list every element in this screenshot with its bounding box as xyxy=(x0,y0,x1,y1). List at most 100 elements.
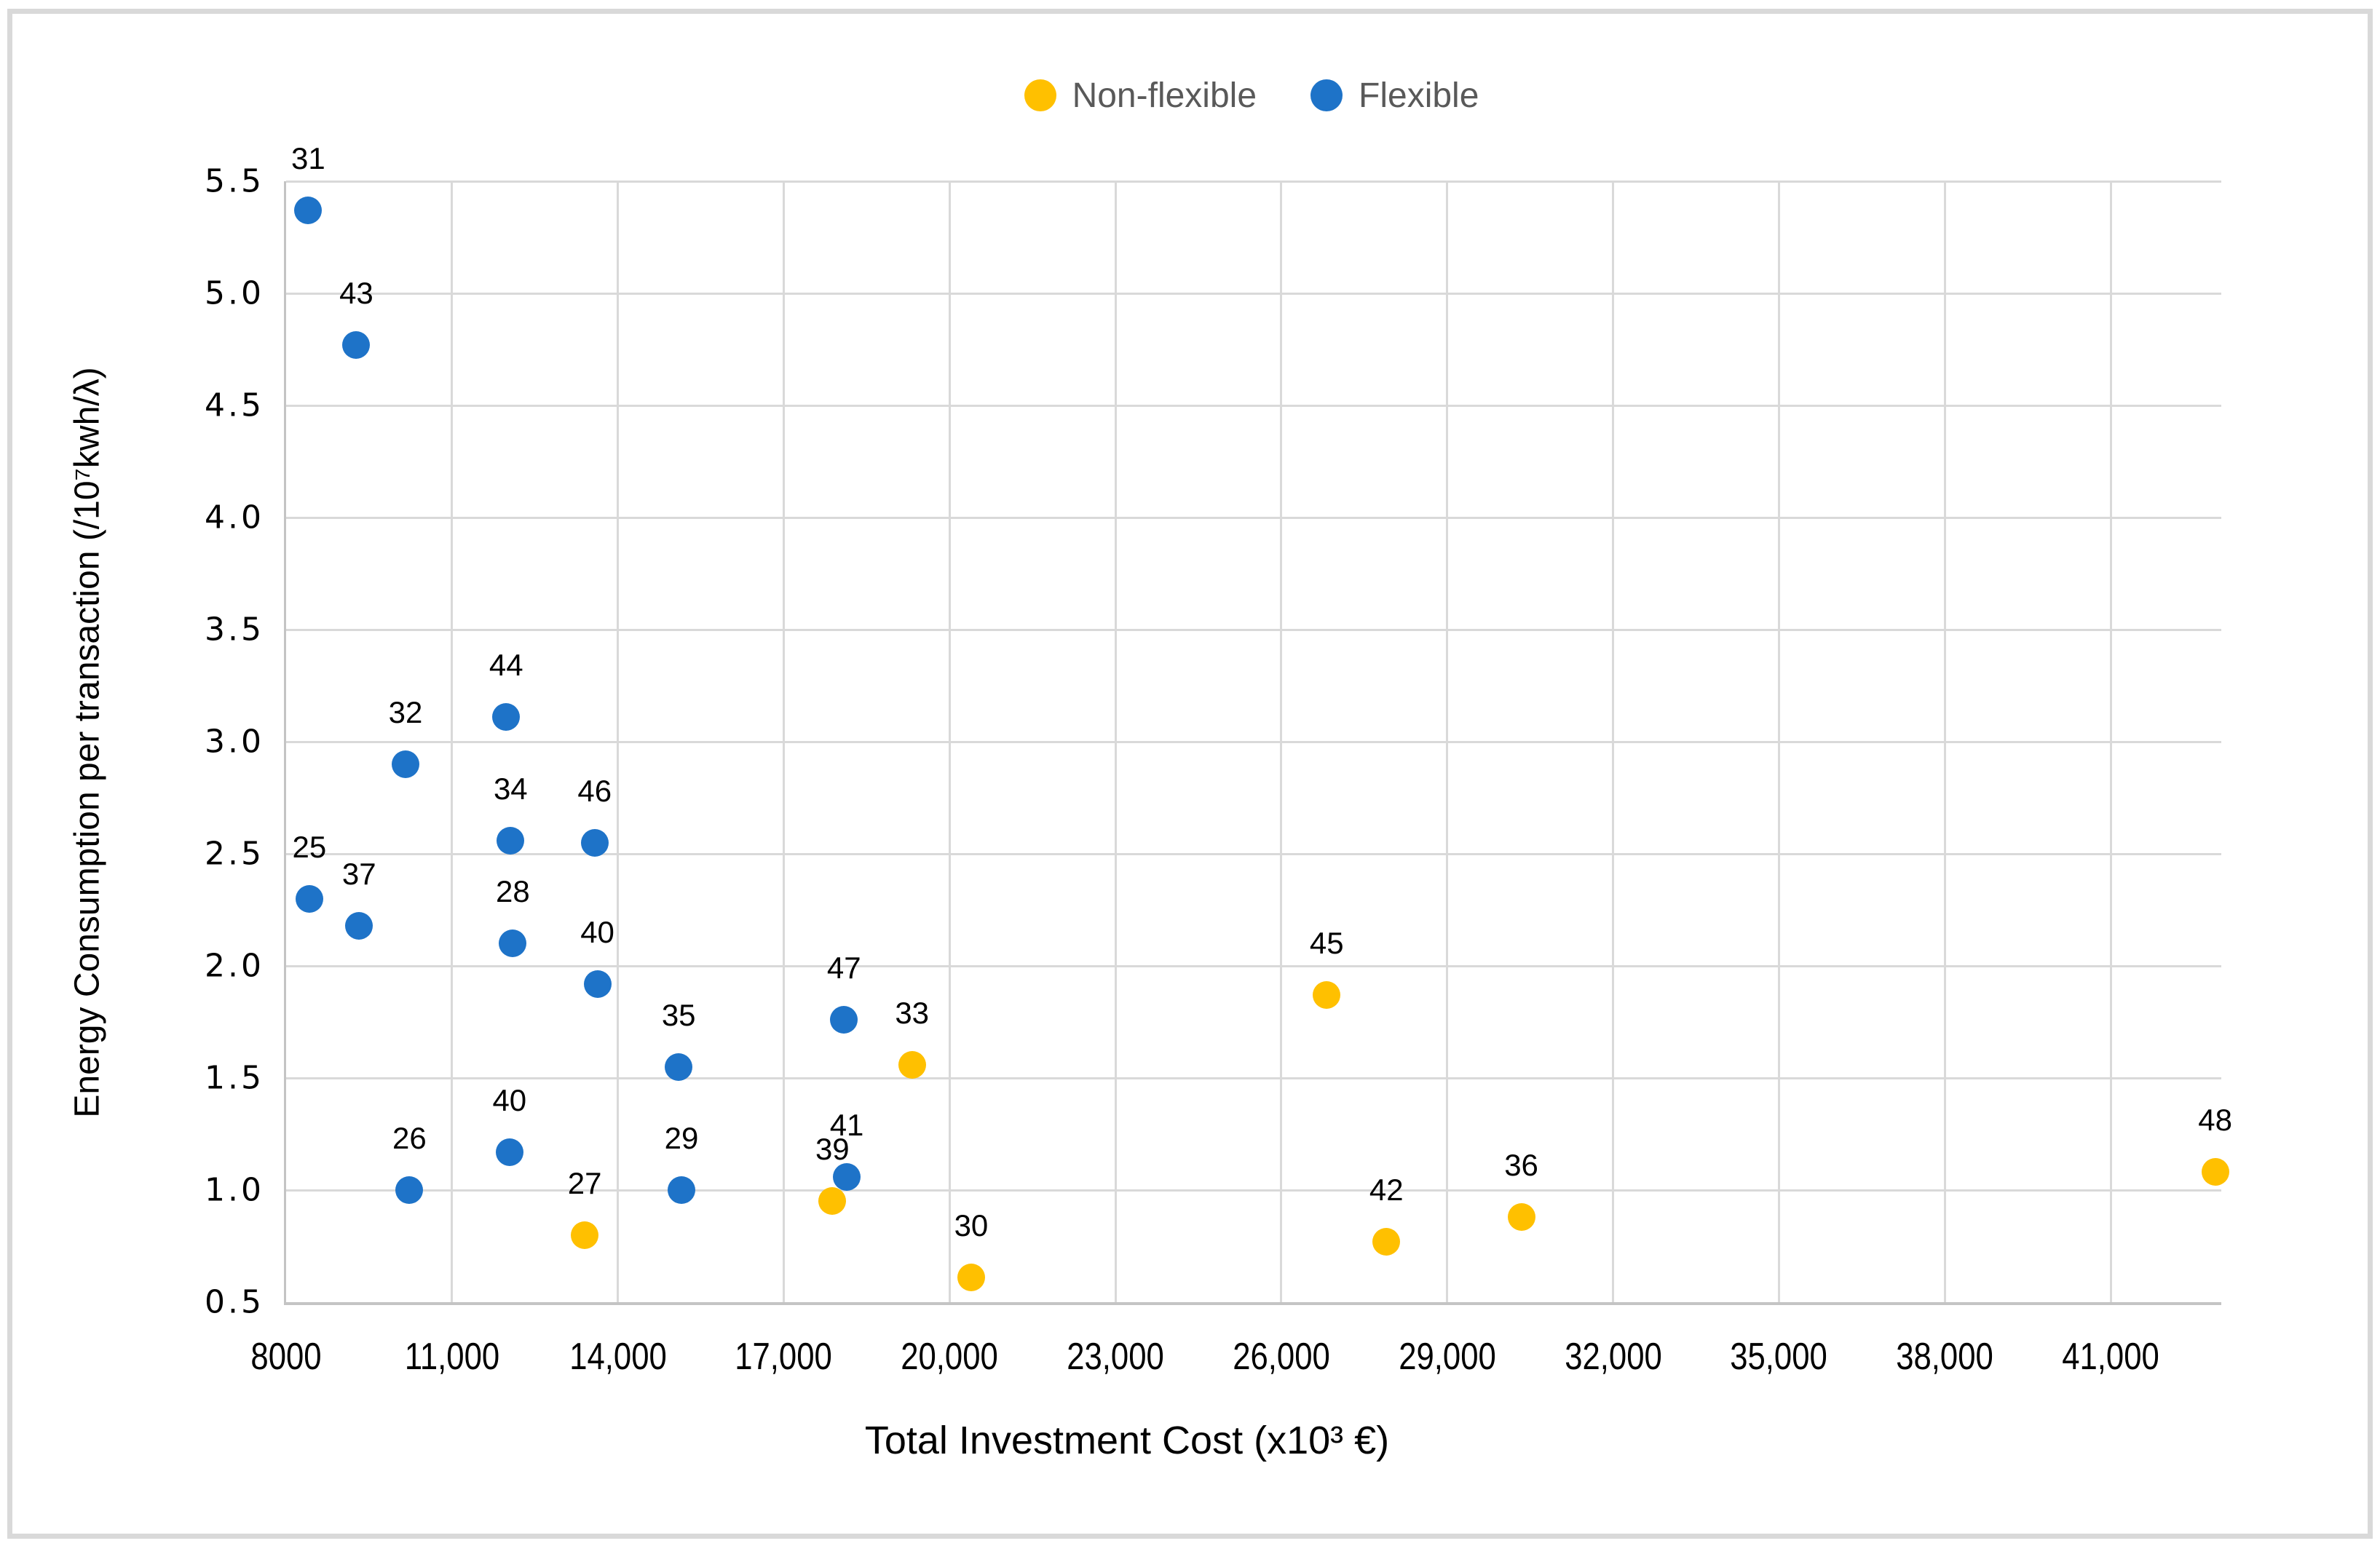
data-point-label: 42 xyxy=(1369,1172,1404,1207)
gridline-horizontal xyxy=(286,1189,2221,1192)
y-tick-label: 3.0 xyxy=(205,723,264,761)
legend-item-flexible: Flexible xyxy=(1310,76,1479,116)
data-point-label: 31 xyxy=(291,141,325,176)
data-point-label: 40 xyxy=(580,914,614,949)
gridline-vertical xyxy=(948,181,951,1302)
gridline-vertical xyxy=(617,181,620,1302)
legend-label-non-flexible: Non-flexible xyxy=(1072,76,1257,115)
gridline-vertical xyxy=(2109,181,2112,1302)
data-point xyxy=(294,197,323,225)
data-point xyxy=(571,1221,599,1249)
y-tick-label: 1.5 xyxy=(205,1059,264,1097)
data-point-label: 25 xyxy=(292,829,327,864)
data-point xyxy=(583,970,612,998)
data-point-label: 35 xyxy=(661,997,696,1032)
data-point xyxy=(957,1264,985,1292)
gridline-horizontal xyxy=(286,404,2221,407)
data-point-label: 40 xyxy=(492,1082,527,1117)
y-tick-label: 4.5 xyxy=(205,386,264,424)
data-point-label: 44 xyxy=(489,648,523,683)
gridline-vertical xyxy=(1943,181,1946,1302)
data-point xyxy=(2201,1158,2229,1186)
data-point-label: 39 xyxy=(815,1132,850,1167)
data-point-label: 30 xyxy=(954,1208,989,1243)
x-tick-label: 11,000 xyxy=(404,1336,500,1378)
gridline-horizontal xyxy=(286,740,2221,743)
data-point xyxy=(342,330,371,359)
gridline-horizontal xyxy=(286,516,2221,519)
data-point-label: 32 xyxy=(388,694,423,729)
data-point-label: 36 xyxy=(1504,1147,1538,1182)
gridline-horizontal xyxy=(286,1077,2221,1079)
x-tick-label: 8000 xyxy=(250,1336,322,1378)
data-point xyxy=(395,1176,424,1204)
y-tick-label: 5.0 xyxy=(205,274,264,312)
gridline-vertical xyxy=(1280,181,1283,1302)
data-point-label: 28 xyxy=(496,874,530,909)
data-point xyxy=(345,911,373,940)
data-point-label: 47 xyxy=(826,950,861,985)
data-point xyxy=(830,1005,858,1034)
gridline-vertical xyxy=(1612,181,1615,1302)
x-axis-title: Total Investment Cost (x10³ €) xyxy=(864,1419,1390,1462)
gridline-horizontal xyxy=(286,180,2221,183)
data-point-label: 37 xyxy=(341,856,376,891)
data-point-label: 26 xyxy=(392,1121,427,1155)
x-tick-label: 29,000 xyxy=(1398,1336,1496,1378)
gridline-horizontal xyxy=(286,292,2221,295)
gridline-vertical xyxy=(782,181,785,1302)
y-tick-label: 2.0 xyxy=(205,947,264,985)
gridline-horizontal xyxy=(286,852,2221,855)
x-tick-label: 35,000 xyxy=(1730,1336,1828,1378)
y-tick-label: 4.0 xyxy=(205,499,264,536)
data-point-label: 41 xyxy=(829,1107,864,1142)
data-point xyxy=(497,826,525,855)
y-tick-label: 2.5 xyxy=(205,835,264,873)
flexible-marker-icon xyxy=(1310,79,1343,111)
y-tick-label: 3.5 xyxy=(205,611,264,649)
y-tick-label: 5.5 xyxy=(205,162,264,200)
data-point xyxy=(818,1187,847,1216)
non-flexible-marker-icon xyxy=(1024,79,1056,111)
data-point-label: 33 xyxy=(895,995,930,1030)
data-point xyxy=(392,750,420,778)
plot-area: 0.5 1.0 1.5 2.0 2.5 3.0 3.5 4.0 4.5 5.0 5.5 8000 11,… xyxy=(205,141,2232,1378)
y-tick-label: 1.0 xyxy=(205,1171,264,1209)
x-tick-label: 26,000 xyxy=(1233,1336,1330,1378)
data-point xyxy=(580,828,609,857)
gridline-vertical xyxy=(451,181,454,1302)
data-point xyxy=(1313,981,1341,1010)
data-point xyxy=(499,929,527,958)
data-point xyxy=(898,1050,926,1079)
y-tick-label: 0.5 xyxy=(205,1283,264,1321)
data-point-label: 34 xyxy=(493,771,528,806)
data-point xyxy=(665,1053,693,1081)
x-tick-label: 17,000 xyxy=(735,1336,833,1378)
gridline-vertical xyxy=(1114,181,1117,1302)
legend: Non-flexible Flexible xyxy=(284,70,2219,121)
x-tick-label: 38,000 xyxy=(1896,1336,1994,1378)
data-point xyxy=(495,1138,523,1166)
data-point-label: 46 xyxy=(577,773,612,808)
data-point xyxy=(833,1162,861,1191)
data-point xyxy=(492,703,521,732)
data-point-label: 43 xyxy=(339,275,373,310)
data-point xyxy=(1372,1227,1401,1256)
x-tick-label: 23,000 xyxy=(1067,1336,1164,1378)
data-point xyxy=(295,884,323,913)
gridline-vertical xyxy=(1777,181,1780,1302)
x-tick-label: 32,000 xyxy=(1564,1336,1662,1378)
x-tick-label: 41,000 xyxy=(2062,1336,2159,1378)
x-tick-label: 20,000 xyxy=(901,1336,999,1378)
data-point-label: 48 xyxy=(2198,1103,2232,1138)
data-point-label: 27 xyxy=(567,1165,602,1200)
gridline-horizontal xyxy=(286,964,2221,967)
data-point xyxy=(667,1176,695,1204)
data-point-label: 29 xyxy=(664,1121,699,1155)
gridline-horizontal xyxy=(286,628,2221,631)
y-axis-title: Energy Consumption per transaction (/10⁷… xyxy=(68,367,107,1118)
gridline-vertical xyxy=(1446,181,1449,1302)
legend-item-non-flexible: Non-flexible xyxy=(1024,76,1257,116)
data-point-label: 45 xyxy=(1309,926,1344,961)
